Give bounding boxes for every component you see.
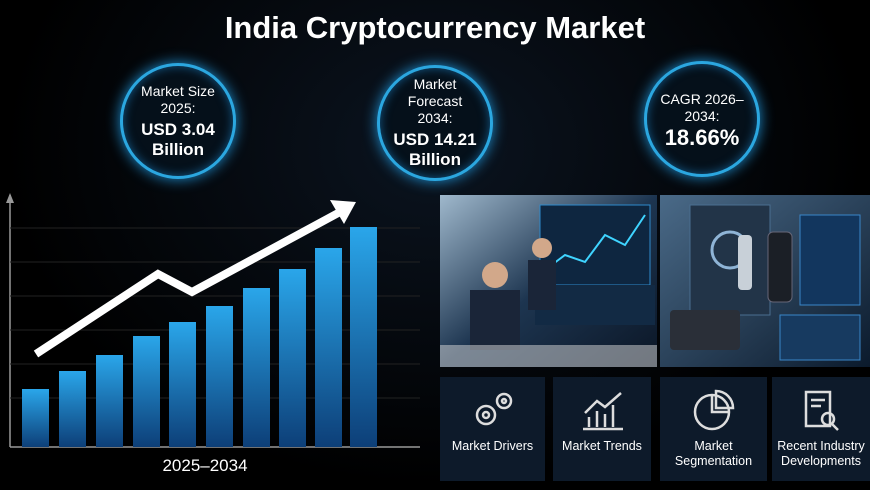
stat-circle: Market Forecast 2034: USD 14.21 Billion — [377, 65, 493, 181]
photo — [660, 195, 870, 367]
photo — [440, 195, 657, 367]
chart-caption: 2025–2034 — [162, 456, 248, 475]
bar-chart — [6, 193, 420, 448]
title: India Cryptocurrency Market — [224, 10, 646, 45]
stat-label: Market Forecast 2034: — [407, 76, 463, 126]
stat-value: USD 3.04 Billion — [141, 119, 215, 159]
icon — [475, 392, 512, 426]
icon — [693, 389, 734, 431]
card: Market Drivers — [440, 377, 545, 481]
icon — [804, 390, 839, 431]
stat-circle: Market Size 2025: USD 3.04 Billion — [120, 63, 236, 179]
icon — [583, 392, 623, 431]
card: Recent Industry Developments — [772, 377, 870, 481]
card: Market Segmentation — [660, 377, 767, 481]
card-label: Market Trends — [562, 439, 642, 453]
stat-label: CAGR 2026–2034: — [660, 90, 744, 124]
card-label: Market Segmentation — [674, 439, 753, 468]
card-label: Recent Industry Developments — [777, 439, 865, 468]
stat-value: 18.66% — [664, 124, 740, 150]
stat-value: USD 14.21 Billion — [393, 130, 477, 169]
stat-label: Market Size 2025: — [141, 82, 215, 116]
card: Market Trends — [553, 377, 651, 481]
card-label: Market Drivers — [451, 439, 534, 453]
stat-circle: CAGR 2026–2034: 18.66% — [644, 61, 760, 177]
